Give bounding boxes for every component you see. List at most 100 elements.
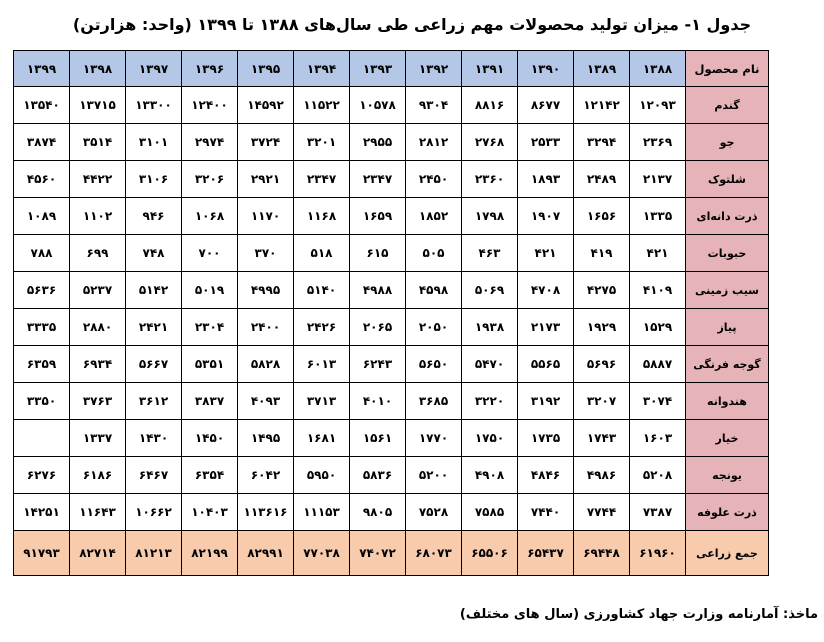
table-cell: ۴۹۰۸ (461, 456, 518, 494)
table-cell: ۴۱۰۹ (629, 271, 686, 309)
table-cell: ۱۷۹۸ (461, 197, 518, 235)
table-cell: ۵۶۹۶ (573, 345, 630, 383)
table-cell: ۲۷۶۸ (461, 123, 518, 161)
table-cell: ۳۲۰۶ (181, 160, 238, 198)
table-cell: ۱۰۶۸ (181, 197, 238, 235)
table-cell: ۲۱۳۷ (629, 160, 686, 198)
table-cell: ۵۲۳۷ (69, 271, 126, 309)
total-cell: ۹۱۷۹۳ (13, 530, 70, 576)
table-cell: ۱۳۵۴۰ (13, 86, 70, 124)
table-cell: ۳۲۰۷ (573, 382, 630, 420)
table-cell: ۱۲۱۴۲ (573, 86, 630, 124)
table-row: پیاز ۱۵۲۹ ۱۹۲۹ ۲۱۷۳ ۱۹۳۸ ۲۰۵۰ ۲۰۶۵ ۲۴۲۶ ۲۴۰۰ ۲۳۰۴… (13, 308, 769, 346)
table-cell: ۱۰۴۰۳ (181, 493, 238, 531)
table-cell: ۳۵۱۴ (69, 123, 126, 161)
row-product-name: پیاز (685, 308, 769, 346)
table-cell: ۱۶۵۹ (349, 197, 406, 235)
table-cell: ۶۰۴۲ (237, 456, 294, 494)
total-cell: ۸۱۲۱۳ (125, 530, 182, 576)
table-cell: ۵۰۶۹ (461, 271, 518, 309)
table-cell: ۲۴۰۰ (237, 308, 294, 346)
table-cell: ۱۱۱۵۳ (293, 493, 350, 531)
table-cell: ۱۱۷۰ (237, 197, 294, 235)
table-cell: ۱۰۸۹ (13, 197, 70, 235)
total-cell: ۶۸۰۷۳ (405, 530, 462, 576)
total-cell: ۶۹۴۴۸ (573, 530, 630, 576)
table-cell: ۳۳۵۰ (13, 382, 70, 420)
table-cell: ۳۳۳۵ (13, 308, 70, 346)
table-cell: ۴۵۹۸ (405, 271, 462, 309)
total-cell: ۷۷۰۳۸ (293, 530, 350, 576)
table-cell: ۹۸۰۵ (349, 493, 406, 531)
table-cell: ۱۹۲۹ (573, 308, 630, 346)
table-cell: ۲۱۷۳ (517, 308, 574, 346)
table-cell: ۵۵۶۵ (517, 345, 574, 383)
table-cell: ۱۷۷۰ (405, 419, 462, 457)
table-cell: ۱۴۲۵۱ (13, 493, 70, 531)
table-cell: ۳۷۲۴ (237, 123, 294, 161)
header-year: ۱۳۹۷ (125, 50, 182, 87)
table-cell: ۱۵۶۱ (349, 419, 406, 457)
table-row: یونجه ۵۲۰۸ ۴۹۸۶ ۴۸۴۶ ۴۹۰۸ ۵۲۰۰ ۵۸۳۶ ۵۹۵۰ ۶۰۴۲ ۶۳۵… (13, 456, 769, 494)
table-cell: ۲۳۴۷ (349, 160, 406, 198)
table-cell: ۱۷۵۰ (461, 419, 518, 457)
table-cell: ۷۰۰ (181, 234, 238, 272)
row-product-name: گندم (685, 86, 769, 124)
header-year: ۱۳۹۴ (293, 50, 350, 87)
table-cell: ۶۱۸۶ (69, 456, 126, 494)
table-cell: ۱۱۰۲ (69, 197, 126, 235)
header-year: ۱۳۹۲ (405, 50, 462, 87)
table-cell: ۲۵۳۳ (517, 123, 574, 161)
table-cell: ۱۴۵۹۲ (237, 86, 294, 124)
table-header-row: نام محصول ۱۳۸۸ ۱۳۸۹ ۱۳۹۰ ۱۳۹۱ ۱۳۹۲ ۱۳۹۳ ۱۳۹۴ ۱۳۹… (13, 50, 769, 87)
table-cell: ۵۶۶۷ (125, 345, 182, 383)
total-label: جمع زراعی (685, 530, 769, 576)
table-cell: ۵۲۰۸ (629, 456, 686, 494)
table-cell: ۶۰۱۳ (293, 345, 350, 383)
table-cell: ۱۳۳۰۰ (125, 86, 182, 124)
table-cell: ۶۴۶۷ (125, 456, 182, 494)
table-cell: ۶۳۵۹ (13, 345, 70, 383)
table-cell: ۱۳۳۷ (69, 419, 126, 457)
header-year: ۱۳۸۹ (573, 50, 630, 87)
row-product-name: سیب زمینی (685, 271, 769, 309)
table-cell: ۴۱۹ (573, 234, 630, 272)
table-cell: ۴۲۱ (629, 234, 686, 272)
row-product-name: یونجه (685, 456, 769, 494)
total-cell: ۷۴۰۷۲ (349, 530, 406, 576)
table-row: جو ۲۳۶۹ ۳۲۹۴ ۲۵۳۳ ۲۷۶۸ ۲۸۱۲ ۲۹۵۵ ۳۲۰۱ ۳۷۲۴ ۲۹۷۴ ۳۱… (13, 123, 769, 161)
table-cell: ۵۱۸ (293, 234, 350, 272)
header-year: ۱۳۹۶ (181, 50, 238, 87)
total-cell: ۶۱۹۶۰ (629, 530, 686, 576)
table-cell: ۵۳۵۱ (181, 345, 238, 383)
table-cell: ۶۳۵۴ (181, 456, 238, 494)
table-cell: ۴۸۴۶ (517, 456, 574, 494)
table-cell: ۵۰۱۹ (181, 271, 238, 309)
table-cell: ۳۲۰۱ (293, 123, 350, 161)
row-product-name: شلتوک (685, 160, 769, 198)
table-cell (13, 419, 70, 457)
table-cell: ۲۳۶۹ (629, 123, 686, 161)
table-row: ذرت دانه‌ای ۱۳۳۵ ۱۶۵۶ ۱۹۰۷ ۱۷۹۸ ۱۸۵۲ ۱۶۵۹ ۱۱۶۸ ۱… (13, 197, 769, 235)
table-cell: ۵۰۵ (405, 234, 462, 272)
production-table-container: نام محصول ۱۳۸۸ ۱۳۸۹ ۱۳۹۰ ۱۳۹۱ ۱۳۹۲ ۱۳۹۳ ۱۳۹۴ ۱۳۹… (13, 50, 769, 576)
table-cell: ۴۵۶۰ (13, 160, 70, 198)
table-cell: ۱۰۶۶۲ (125, 493, 182, 531)
table-cell: ۵۱۴۰ (293, 271, 350, 309)
table-cell: ۳۰۷۴ (629, 382, 686, 420)
table-cell: ۲۳۴۷ (293, 160, 350, 198)
row-product-name: گوجه فرنگی (685, 345, 769, 383)
table-row: شلتوک ۲۱۳۷ ۲۴۸۹ ۱۸۹۳ ۲۳۶۰ ۲۴۵۰ ۲۳۴۷ ۲۳۴۷ ۲۹۲۱ ۳۲۰… (13, 160, 769, 198)
table-cell: ۱۱۶۴۳ (69, 493, 126, 531)
header-year: ۱۳۹۱ (461, 50, 518, 87)
table-cell: ۴۹۸۶ (573, 456, 630, 494)
table-cell: ۱۴۳۰ (125, 419, 182, 457)
total-cell: ۸۲۷۱۴ (69, 530, 126, 576)
header-year: ۱۳۹۹ (13, 50, 70, 87)
table-cell: ۲۹۷۴ (181, 123, 238, 161)
table-cell: ۳۱۰۶ (125, 160, 182, 198)
table-cell: ۵۲۰۰ (405, 456, 462, 494)
table-cell: ۶۲۷۶ (13, 456, 70, 494)
table-cell: ۱۱۶۸ (293, 197, 350, 235)
table-cell: ۴۹۹۵ (237, 271, 294, 309)
